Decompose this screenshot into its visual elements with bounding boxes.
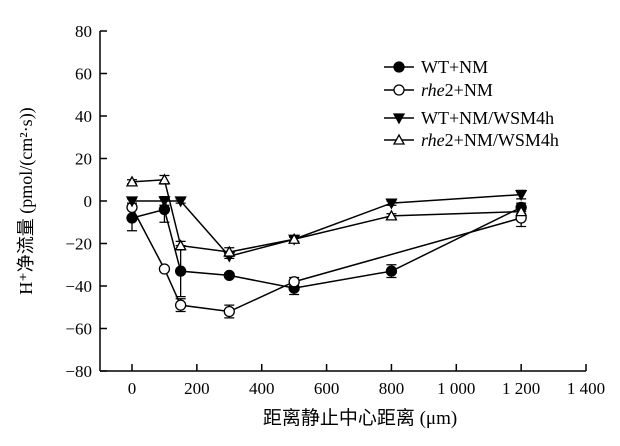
x-tick-label: 600 (314, 379, 340, 398)
legend-marker (393, 84, 405, 96)
x-tick-label: 800 (379, 379, 405, 398)
x-tick-label: 1 200 (502, 379, 540, 398)
data-point (174, 265, 187, 277)
data-point (385, 198, 398, 210)
series-4 (125, 173, 528, 257)
y-tick-label: −40 (65, 277, 92, 296)
data-point (385, 265, 398, 277)
legend-marker (392, 133, 406, 145)
data-point (288, 276, 300, 288)
x-tick-label: 0 (128, 379, 137, 398)
x-tick-label: 1 400 (567, 379, 605, 398)
x-tick-label: 400 (249, 379, 275, 398)
data-point (174, 299, 187, 311)
y-tick-label: −20 (65, 235, 92, 254)
legend-marker (392, 113, 406, 125)
y-axis-label: H⁺净流量 (pmol/(cm²·s)) (16, 107, 37, 294)
legend-label: WT+NM (421, 57, 488, 77)
data-point (174, 196, 187, 208)
legend-label: WT+NM/WSM4h (421, 108, 554, 128)
data-point (158, 263, 171, 275)
legend-label: rhe2+NM (421, 80, 493, 100)
series-line (131, 178, 522, 253)
data-point (158, 196, 171, 208)
y-tick-label: 80 (75, 22, 92, 41)
series-line (131, 206, 522, 289)
y-tick-label: 60 (75, 65, 92, 84)
y-tick-label: −60 (65, 320, 92, 339)
legend-marker (393, 61, 405, 73)
y-tick-label: 0 (84, 192, 93, 211)
data-point (515, 189, 528, 201)
y-tick-label: 20 (75, 150, 92, 169)
data-point (223, 305, 235, 318)
data-point (158, 173, 171, 185)
y-tick-label: 40 (75, 107, 92, 126)
x-axis-label: 距离静止中心距离 (μm) (263, 407, 457, 429)
data-point (515, 205, 528, 217)
data-point (125, 175, 139, 187)
legend-label: rhe2+NM/WSM4h (421, 130, 559, 150)
data-point (223, 245, 236, 257)
x-tick-label: 1 000 (437, 379, 475, 398)
x-tick-label: 200 (184, 379, 210, 398)
data-point (223, 269, 235, 282)
data-point (125, 196, 139, 208)
y-tick-label: −80 (65, 362, 92, 381)
series-2 (126, 201, 527, 319)
data-point (288, 232, 301, 244)
series-3 (125, 189, 528, 263)
data-point (385, 209, 398, 221)
data-point (174, 239, 187, 251)
series-line (131, 207, 522, 313)
